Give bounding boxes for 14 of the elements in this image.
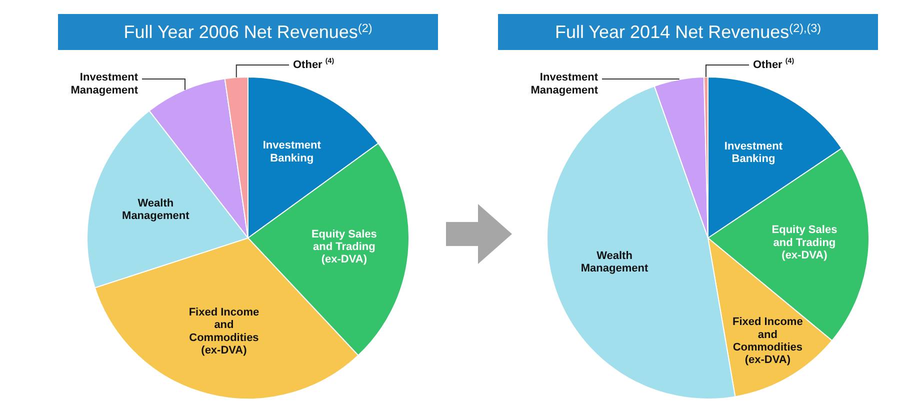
slice-label: Wealth Management xyxy=(580,250,648,275)
slice-label: Investment Banking xyxy=(262,140,322,164)
chart-title: Full Year 2014 Net Revenues$^{(2),(3)}$ xyxy=(555,22,822,42)
slice-label: Fixed Income and Commodities (ex-DVA) xyxy=(732,316,803,366)
slice-label: Investment Management xyxy=(70,72,138,96)
slice-label: Other $^{(4)}$ xyxy=(293,56,335,71)
slice-label: Investment Banking xyxy=(724,140,783,165)
slice-label: Fixed Income and Commodities (ex-DVA) xyxy=(188,306,260,356)
slice-label: Equity Sales and Trading (ex-DVA) xyxy=(311,228,377,266)
chart-title: Full Year 2006 Net Revenues$^{(2)}$ xyxy=(124,22,372,42)
slice-label: Investment Management xyxy=(530,72,598,96)
slice-label: Other $^{(4)}$ xyxy=(753,56,795,71)
slice-label: Wealth Management xyxy=(122,197,190,222)
slice-label: Equity Sales and Trading (ex-DVA) xyxy=(772,224,838,262)
